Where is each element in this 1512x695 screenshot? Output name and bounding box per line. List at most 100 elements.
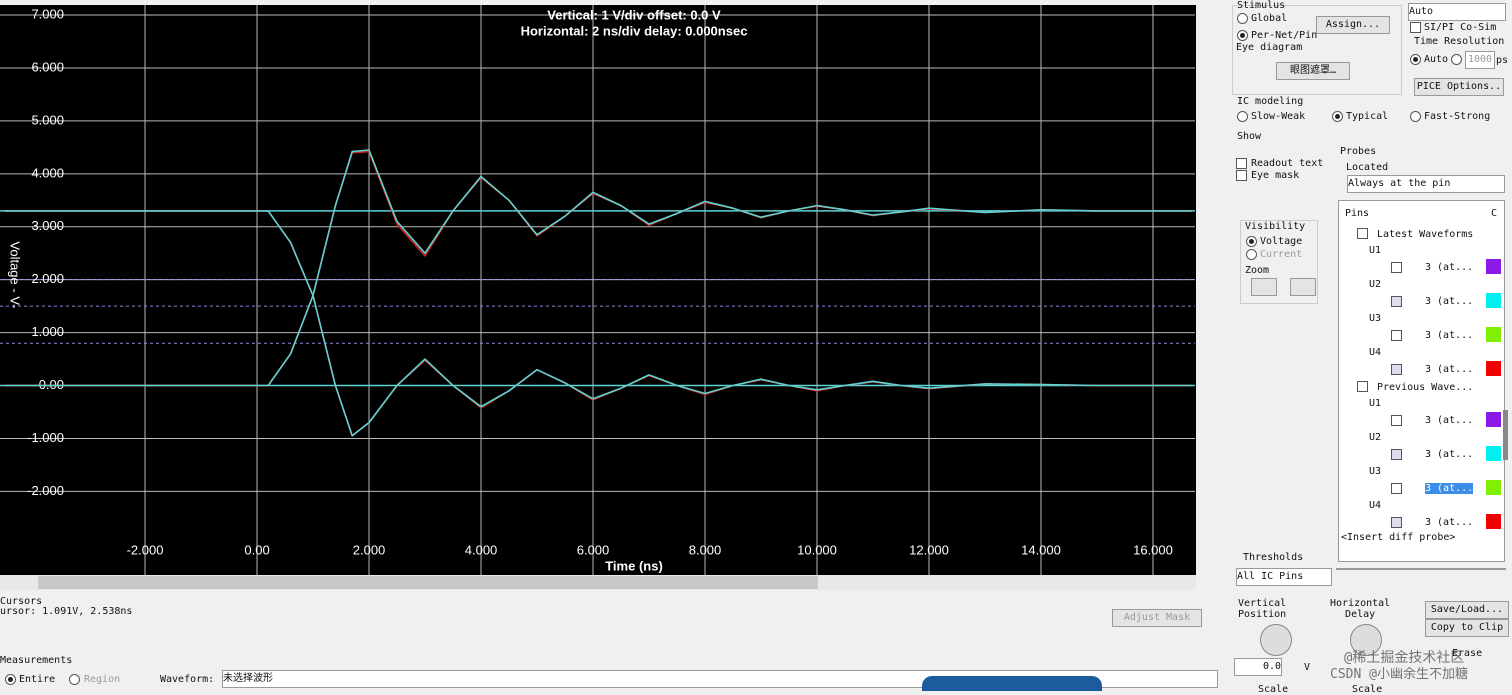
dropdown[interactable]	[1336, 568, 1506, 570]
knob[interactable]	[1350, 624, 1382, 656]
tree-item[interactable]: U1	[1369, 398, 1382, 409]
checkbox[interactable]	[1357, 228, 1368, 239]
label: Scale	[1258, 684, 1289, 695]
radio[interactable]	[1332, 111, 1343, 122]
label[interactable]: Erase	[1452, 648, 1483, 659]
tree-item[interactable]: Latest Waveforms	[1377, 229, 1474, 240]
label: Horizontal Delay	[1330, 598, 1391, 620]
y-tick-label: -2.000	[27, 483, 64, 498]
tree-item[interactable]: U1	[1369, 245, 1382, 256]
tree-item[interactable]: 3 (at...	[1425, 296, 1474, 307]
input[interactable]: 1000	[1465, 51, 1495, 69]
x-tick-label: 2.000	[353, 542, 386, 557]
checkbox[interactable]	[1391, 517, 1402, 528]
checkbox[interactable]	[1236, 170, 1247, 181]
tree-item[interactable]: 3 (at...	[1425, 330, 1474, 341]
checkbox[interactable]	[1391, 296, 1402, 307]
label[interactable]: Per-Net/Pin	[1251, 30, 1318, 41]
button[interactable]: Adjust Mask	[1112, 609, 1202, 627]
x-tick-label: 12.000	[909, 542, 949, 557]
plot-bg	[0, 5, 1196, 576]
tree-item[interactable]: U4	[1369, 347, 1382, 358]
scroll-thumb[interactable]	[1503, 410, 1508, 460]
tree-item[interactable]: 3 (at...	[1425, 449, 1474, 460]
label[interactable]: Current	[1260, 249, 1303, 260]
input[interactable]: 0.0	[1234, 658, 1282, 676]
dropdown[interactable]: All IC Pins	[1236, 568, 1332, 586]
y-tick-label: -1.000	[27, 430, 64, 445]
radio[interactable]	[1237, 111, 1248, 122]
button[interactable]: Save/Load...	[1425, 601, 1509, 619]
tree-item[interactable]: U3	[1369, 313, 1382, 324]
color-swatch[interactable]	[1486, 259, 1501, 274]
label: V	[1304, 662, 1311, 673]
color-swatch[interactable]	[1486, 514, 1501, 529]
tree-item[interactable]: U3	[1369, 466, 1382, 477]
radio[interactable]	[1410, 111, 1421, 122]
dropdown[interactable]: Auto	[1408, 3, 1506, 21]
tree-item[interactable]: 3 (at...	[1425, 517, 1474, 528]
label[interactable]: Entire	[19, 674, 56, 685]
checkbox[interactable]	[1391, 364, 1402, 375]
radio[interactable]	[1246, 236, 1257, 247]
radio[interactable]	[69, 674, 80, 685]
checkbox[interactable]	[1391, 330, 1402, 341]
tree-item[interactable]: 3 (at...	[1425, 364, 1474, 375]
color-swatch[interactable]	[1486, 446, 1501, 461]
tree-item[interactable]: 3 (at...	[1425, 415, 1474, 426]
tree-item[interactable]: U2	[1369, 279, 1382, 290]
label: Thresholds	[1243, 552, 1304, 563]
knob[interactable]	[1260, 624, 1292, 656]
chart-title: Vertical: 1 V/div offset: 0.0 V	[547, 7, 721, 22]
tree-item[interactable]: U2	[1369, 432, 1382, 443]
tree-item[interactable]: <Insert diff probe>	[1341, 532, 1456, 543]
stimulus-group	[1232, 5, 1402, 95]
button[interactable]: Assign...	[1316, 16, 1390, 34]
tree-item[interactable]: 3 (at...	[1425, 483, 1474, 494]
label[interactable]: Auto	[1424, 54, 1449, 65]
radio[interactable]	[1451, 54, 1462, 65]
dropdown[interactable]: Always at the pin	[1347, 175, 1505, 193]
checkbox[interactable]	[1391, 415, 1402, 426]
radio[interactable]	[1410, 54, 1421, 65]
y-tick-label: 6.000	[31, 59, 64, 74]
grid	[0, 5, 1195, 575]
label[interactable]: Voltage	[1260, 236, 1303, 247]
label[interactable]: Eye mask	[1251, 170, 1300, 181]
zoom-fit-button[interactable]	[1290, 278, 1316, 296]
color-swatch[interactable]	[1486, 293, 1501, 308]
tree-item[interactable]: U4	[1369, 500, 1382, 511]
tree-item[interactable]: 3 (at...	[1425, 262, 1474, 273]
label[interactable]: Region	[84, 674, 121, 685]
checkbox[interactable]	[1236, 158, 1247, 169]
color-swatch[interactable]	[1486, 361, 1501, 376]
visibility-group	[1240, 220, 1318, 304]
scroll-thumb[interactable]	[38, 576, 818, 589]
button[interactable]: Copy to Clip	[1425, 619, 1509, 637]
radio[interactable]	[1246, 249, 1257, 260]
h-scrollbar[interactable]	[0, 575, 1196, 590]
radio[interactable]	[1237, 13, 1248, 24]
label[interactable]: Global	[1251, 13, 1288, 24]
checkbox[interactable]	[1410, 22, 1421, 33]
checkbox[interactable]	[1391, 449, 1402, 460]
label[interactable]: Fast-Strong	[1424, 111, 1491, 122]
label[interactable]: Typical	[1346, 111, 1389, 122]
color-swatch[interactable]	[1486, 327, 1501, 342]
label[interactable]: Slow-Weak	[1251, 111, 1306, 122]
color-swatch[interactable]	[1486, 412, 1501, 427]
label[interactable]: Readout text	[1251, 158, 1324, 169]
overlay-badge	[922, 676, 1102, 691]
radio[interactable]	[1237, 30, 1248, 41]
button[interactable]: 眼图遮罩…	[1276, 62, 1350, 80]
checkbox[interactable]	[1357, 381, 1368, 392]
color-swatch[interactable]	[1486, 480, 1501, 495]
zoom-in-button[interactable]	[1251, 278, 1277, 296]
tree-item[interactable]: Previous Wave...	[1377, 382, 1474, 393]
label: Visibility	[1245, 221, 1306, 232]
radio[interactable]	[5, 674, 16, 685]
checkbox[interactable]	[1391, 262, 1402, 273]
checkbox[interactable]	[1391, 483, 1402, 494]
label[interactable]: SI/PI Co-Sim	[1424, 22, 1497, 33]
button[interactable]: PICE Options..	[1414, 78, 1504, 96]
